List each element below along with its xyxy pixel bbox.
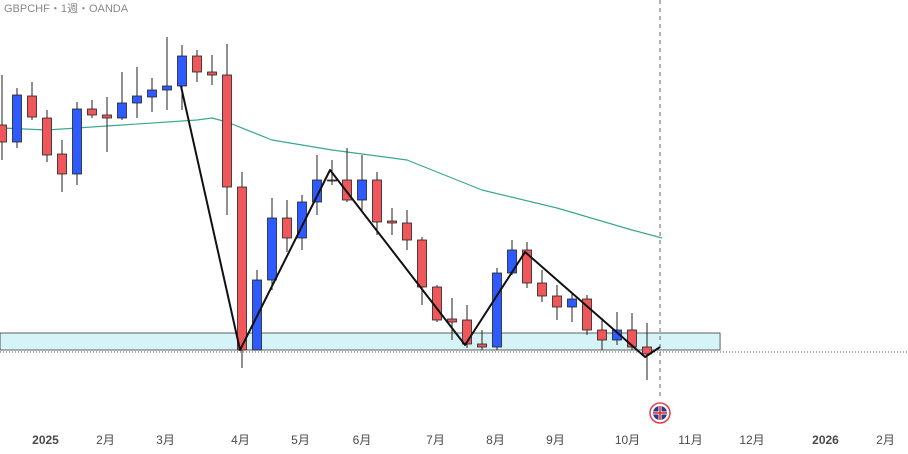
- candle-body: [117, 102, 127, 119]
- x-tick-label: 5月: [291, 433, 310, 447]
- flag-icon: [649, 402, 671, 424]
- candle-body: [192, 55, 202, 73]
- candle-body: [237, 186, 247, 351]
- candle-body: [57, 153, 67, 175]
- candle-body: [627, 329, 637, 348]
- candle-body: [207, 71, 217, 76]
- candle-body: [282, 217, 292, 239]
- x-tick-label: 6月: [353, 433, 372, 447]
- candle-body: [0, 124, 7, 143]
- candle-body: [162, 85, 172, 91]
- candle-body: [342, 179, 352, 201]
- candle-body: [462, 319, 472, 345]
- candle-body: [72, 108, 82, 175]
- candle-body: [357, 179, 367, 201]
- x-tick-label: 2月: [876, 433, 895, 447]
- candle-body: [372, 179, 382, 223]
- candle-body: [387, 220, 397, 224]
- x-tick-label: 8月: [486, 433, 505, 447]
- candle-body: [492, 272, 502, 348]
- x-tick-label: 2月: [96, 433, 115, 447]
- x-tick-label: 10月: [615, 433, 640, 447]
- candle-body: [507, 249, 517, 274]
- candle-body: [552, 295, 562, 308]
- candle-body: [597, 329, 607, 341]
- x-tick-label: 2025: [32, 433, 59, 447]
- x-tick-label: 4月: [231, 433, 250, 447]
- support-zone: [0, 332, 721, 351]
- candle-body: [87, 108, 97, 116]
- candle-body: [177, 55, 187, 87]
- candle-body: [27, 95, 37, 118]
- candle-body: [567, 298, 577, 308]
- candle-body: [582, 298, 592, 331]
- candle-body: [42, 117, 52, 156]
- x-tick-label: 9月: [546, 433, 565, 447]
- zigzag-line: [179, 85, 661, 358]
- x-tick-label: 3月: [156, 433, 175, 447]
- candle-body: [537, 282, 547, 297]
- x-tick-label: 7月: [426, 433, 445, 447]
- candle-body: [612, 329, 622, 341]
- candle-body: [477, 343, 487, 348]
- candle-body: [102, 114, 112, 119]
- candle-body: [402, 222, 412, 241]
- candle-body: [522, 249, 532, 284]
- x-tick-label: 11月: [678, 433, 702, 447]
- chart-title: GBPCHF・1週・OANDA: [4, 2, 129, 15]
- x-tick-label: 2026: [812, 433, 839, 447]
- moving-average: [1, 117, 663, 239]
- candle-body: [297, 201, 307, 239]
- candle-body: [447, 318, 457, 323]
- candle-body: [222, 74, 232, 188]
- candle-body: [132, 95, 142, 104]
- candle-body: [417, 239, 427, 288]
- candle-body: [147, 89, 157, 98]
- x-tick-label: 12月: [739, 433, 764, 447]
- candle-body: [642, 346, 652, 355]
- candle-body: [12, 94, 22, 143]
- candle-body: [312, 179, 322, 203]
- candle-body: [267, 217, 277, 281]
- candle-body: [327, 179, 337, 182]
